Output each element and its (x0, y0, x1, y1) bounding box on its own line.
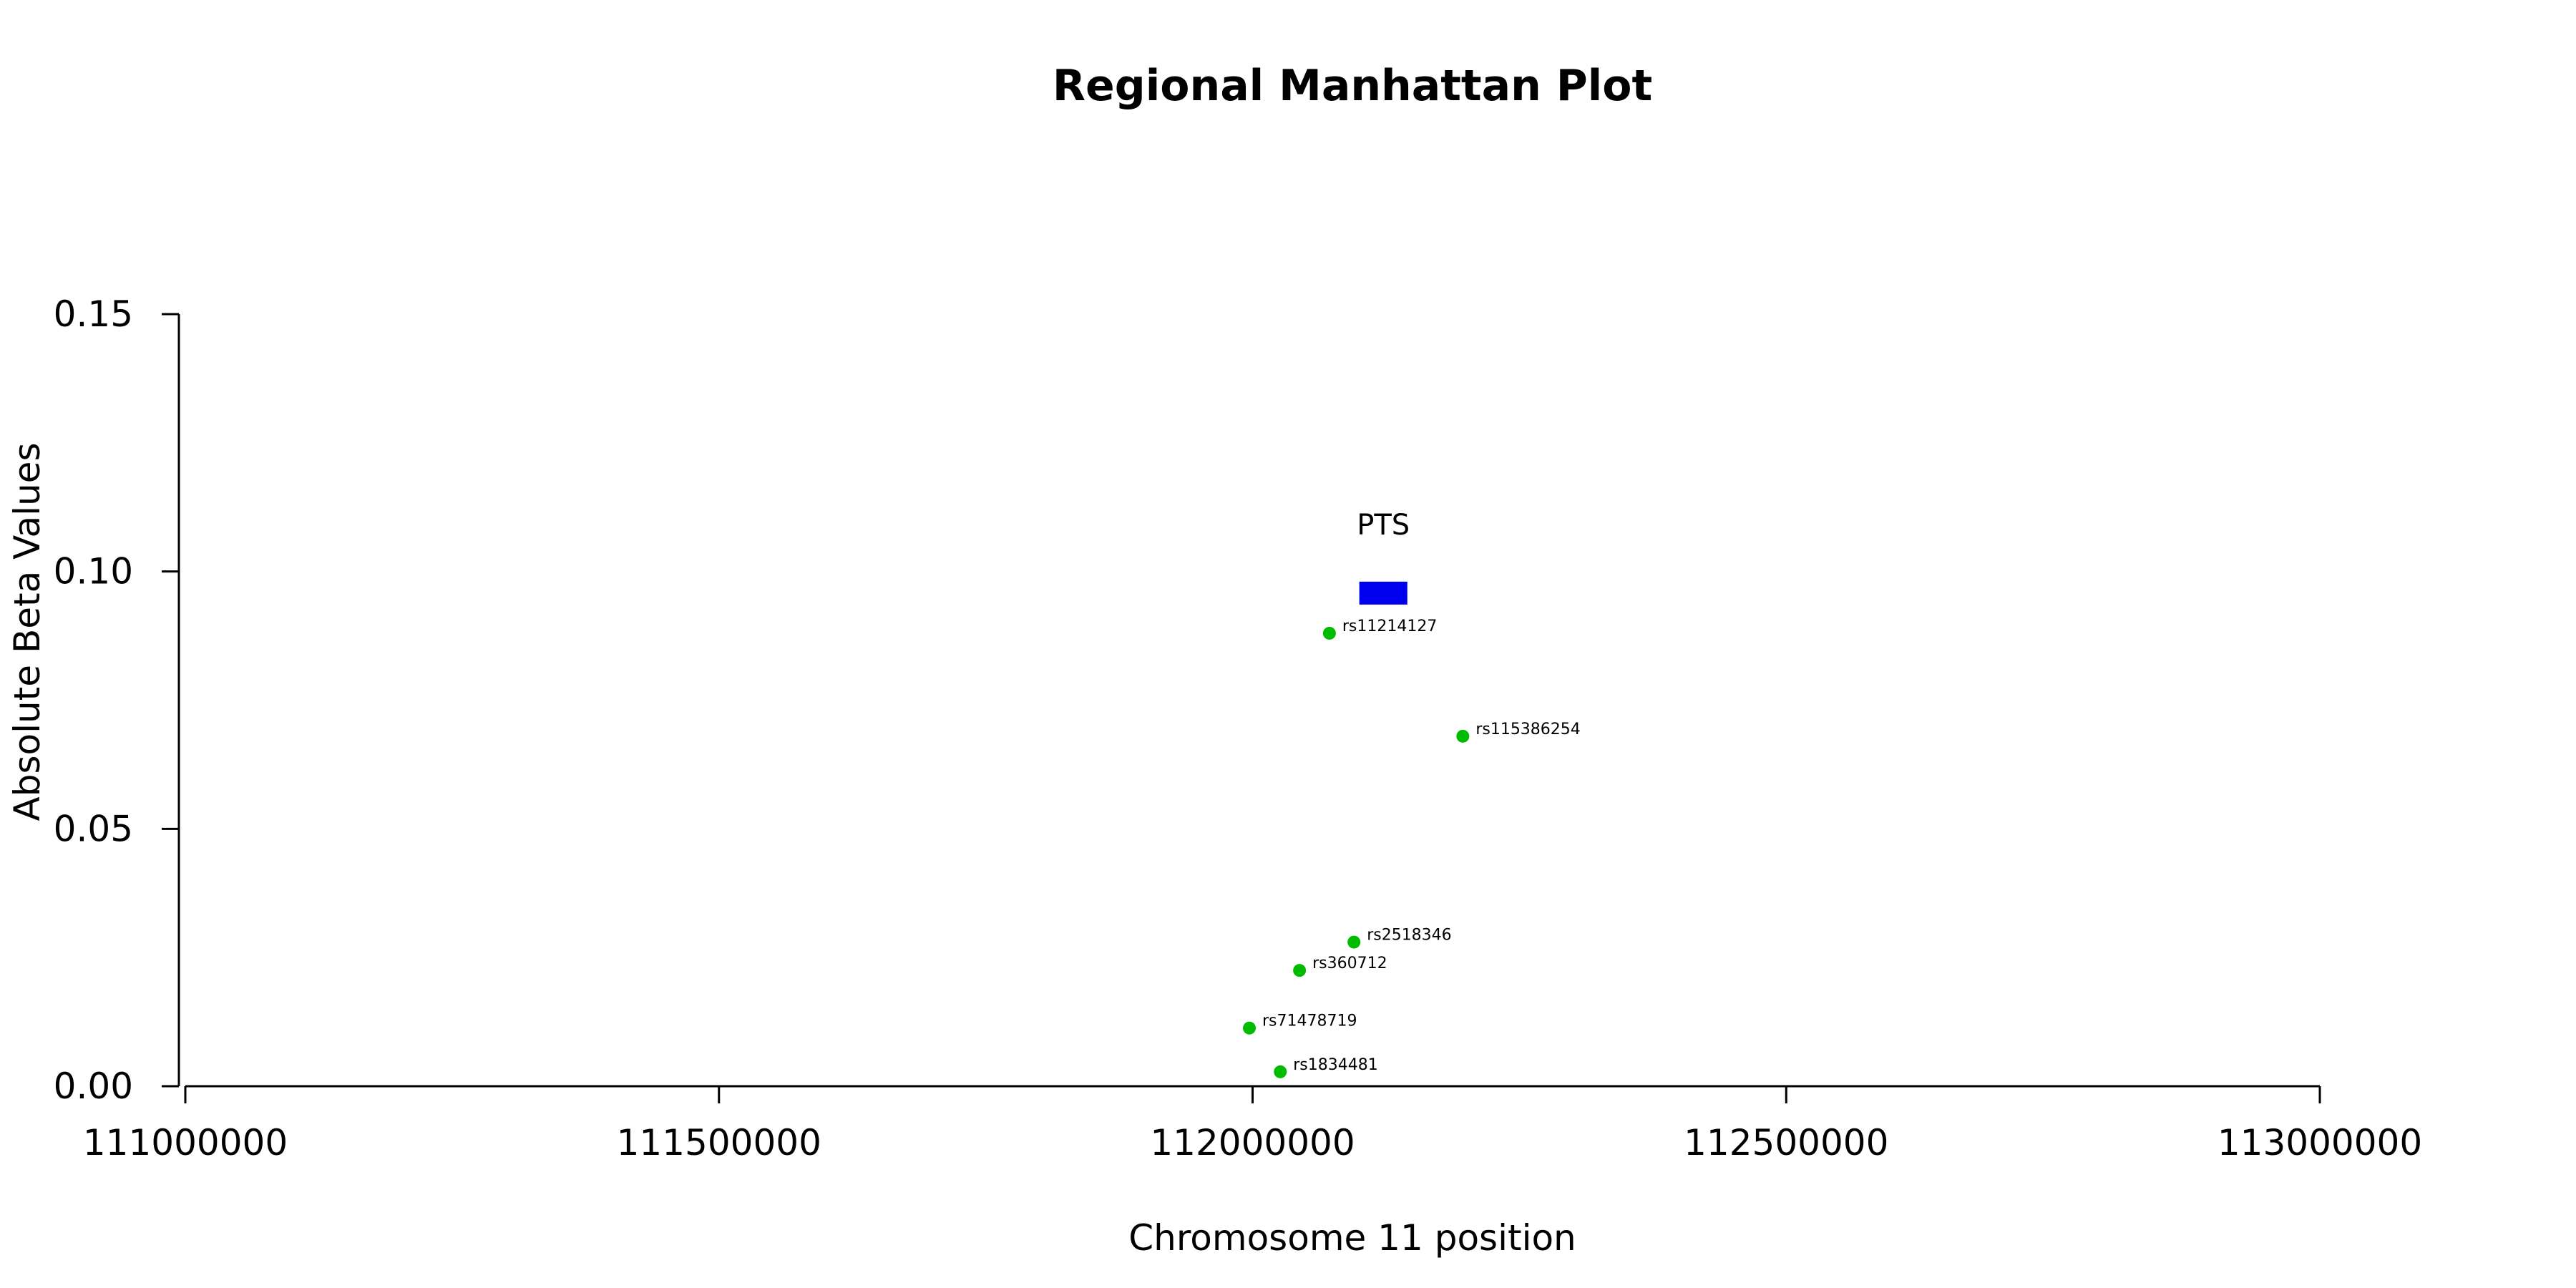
y-tick-label: 0.00 (54, 1065, 133, 1107)
snp-label: rs115386254 (1475, 721, 1580, 738)
snp-point (1274, 1065, 1287, 1078)
y-tick-label: 0.15 (54, 293, 133, 335)
x-tick-label: 112500000 (1684, 1122, 1888, 1163)
gene-layer: PTS (1357, 509, 1410, 605)
y-tick-label: 0.10 (54, 551, 133, 592)
y-tick-label: 0.05 (54, 808, 133, 849)
snp-label: rs360712 (1312, 955, 1387, 972)
snp-point (1456, 729, 1470, 743)
points-layer: rs11214127 rs115386254 rs2518346 rs360712 rs… (1243, 618, 1581, 1078)
snp-label: rs1834481 (1293, 1056, 1378, 1074)
snp-point (1322, 626, 1336, 640)
gene-label: PTS (1357, 509, 1410, 542)
snp-point (1347, 935, 1361, 949)
snp-label: rs11214127 (1342, 618, 1437, 635)
y-axis-label: Absolute Beta Values (6, 443, 48, 821)
gene-bar (1359, 581, 1407, 605)
x-tick-label: 111500000 (617, 1122, 821, 1163)
x-tick-label: 112000000 (1150, 1122, 1355, 1163)
snp-label: rs2518346 (1367, 927, 1452, 945)
x-axis-label: Chromosome 11 position (1128, 1217, 1576, 1259)
snp-label: rs71478719 (1262, 1013, 1357, 1030)
chart-title: Regional Manhattan Plot (1053, 61, 1652, 111)
x-tick-label: 113000000 (2218, 1122, 2422, 1163)
x-tick-label: 111000000 (83, 1122, 288, 1163)
snp-point (1243, 1021, 1257, 1035)
snp-point (1293, 964, 1307, 977)
axes: 111000000 111500000 112000000 112500000 1130… (54, 293, 2422, 1163)
